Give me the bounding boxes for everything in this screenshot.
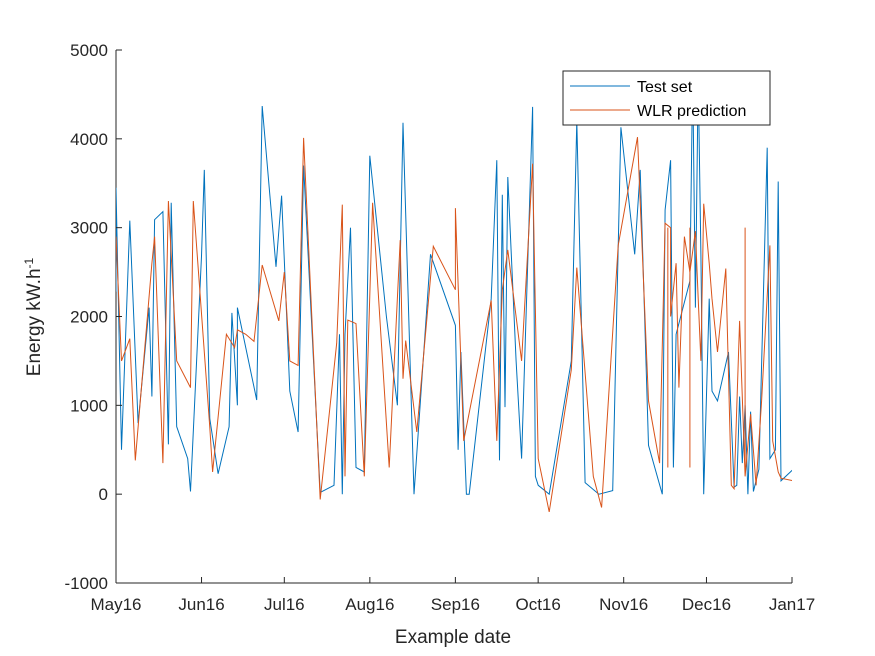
series-line-test-set (116, 72, 792, 496)
y-tick-label: 2000 (70, 308, 108, 327)
x-tick-label: Aug16 (345, 595, 394, 614)
x-tick-label: Jun16 (178, 595, 224, 614)
x-tick-label: May16 (90, 595, 141, 614)
y-tick-label: -1000 (65, 574, 108, 593)
y-tick-label: 0 (99, 485, 108, 504)
series-layer (116, 72, 792, 513)
x-axis: May16 Jun16 Jul16 Aug16 Sep16 Oct16 Nov16 Dec16… (90, 577, 815, 614)
x-tick-label: Dec16 (682, 595, 731, 614)
x-tick-label: Oct16 (515, 595, 560, 614)
y-axis-title: Energy kW.h-1 (22, 257, 45, 376)
series-line-wlr-prediction (116, 137, 792, 513)
x-tick-label: Jan17 (769, 595, 815, 614)
legend-entry-wlr-prediction: WLR prediction (637, 103, 746, 120)
plot-area (115, 50, 792, 584)
x-axis-title: Example date (395, 627, 511, 648)
y-tick-label: 4000 (70, 130, 108, 149)
x-tick-label: Sep16 (431, 595, 480, 614)
y-axis-title-text: Energy kW.h (24, 268, 45, 376)
y-axis: -1000 0 1000 2000 3000 4000 5000 (65, 41, 122, 593)
y-tick-label: 3000 (70, 219, 108, 238)
y-tick-label: 1000 (70, 396, 108, 415)
y-tick-label: 5000 (70, 41, 108, 60)
legend-entry-test-set: Test set (637, 79, 693, 96)
legend: Test set WLR prediction (562, 70, 771, 126)
legend-box (562, 70, 771, 126)
x-tick-label: Nov16 (599, 595, 648, 614)
y-axis-title-superscript: -1 (22, 257, 36, 268)
x-tick-label: Jul16 (264, 595, 305, 614)
